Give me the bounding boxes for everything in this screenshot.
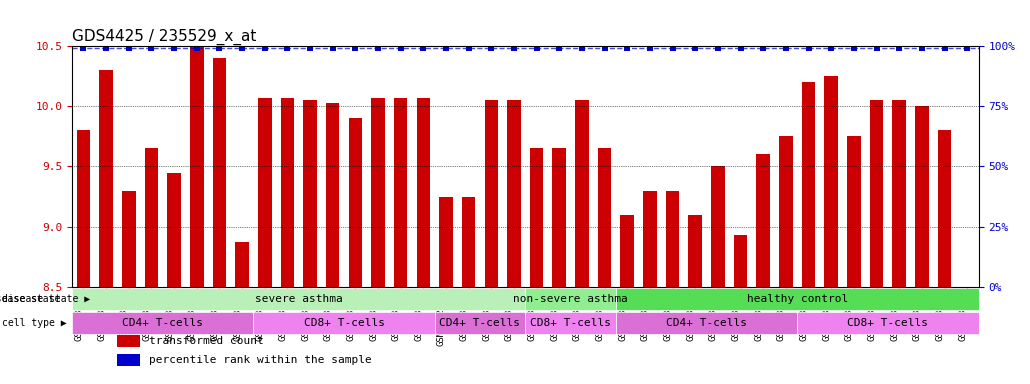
Bar (325, 103, 340, 287)
Bar (371, 98, 385, 287)
Bar (575, 100, 589, 287)
Bar (529, 149, 544, 287)
Text: CD8+ T-cells: CD8+ T-cells (304, 318, 384, 328)
Bar (711, 167, 725, 287)
Bar (117, 354, 140, 366)
Bar (484, 100, 499, 287)
Bar (435, 312, 525, 334)
Bar (525, 312, 616, 334)
Bar (779, 136, 793, 287)
Text: cell type ▶: cell type ▶ (2, 318, 67, 328)
Bar (303, 100, 317, 287)
Bar (801, 82, 816, 287)
Bar (525, 288, 616, 310)
Text: disease state: disease state (0, 294, 72, 304)
Bar (847, 136, 861, 287)
Bar (235, 242, 249, 287)
Text: healthy control: healthy control (747, 294, 848, 304)
Bar (869, 100, 884, 287)
Bar (643, 190, 657, 287)
Bar (99, 70, 113, 287)
Bar (393, 98, 408, 287)
Bar (616, 312, 797, 334)
Bar (212, 58, 227, 287)
Bar (507, 100, 521, 287)
Bar (72, 312, 253, 334)
Text: CD8+ T-cells: CD8+ T-cells (848, 318, 928, 328)
Bar (915, 106, 929, 287)
Bar (117, 335, 140, 348)
Text: transformed count: transformed count (149, 336, 264, 346)
Bar (620, 215, 634, 287)
Text: CD4+ T-cells: CD4+ T-cells (666, 318, 747, 328)
Text: CD8+ T-cells: CD8+ T-cells (530, 318, 611, 328)
Bar (616, 288, 978, 310)
Text: percentile rank within the sample: percentile rank within the sample (149, 355, 372, 365)
Bar (665, 190, 680, 287)
Text: CD4+ T-cells: CD4+ T-cells (440, 318, 520, 328)
Bar (824, 76, 838, 287)
Bar (348, 118, 363, 287)
Bar (416, 98, 431, 287)
Bar (190, 46, 204, 287)
Bar (461, 197, 476, 287)
Bar (439, 197, 453, 287)
Bar (258, 98, 272, 287)
Text: CD4+ T-cells: CD4+ T-cells (123, 318, 203, 328)
Bar (892, 100, 906, 287)
Bar (144, 149, 159, 287)
Bar (597, 149, 612, 287)
Bar (733, 235, 748, 287)
Text: severe asthma: severe asthma (254, 294, 343, 304)
Bar (688, 215, 702, 287)
Bar (937, 130, 952, 287)
Text: GDS4425 / 235529_x_at: GDS4425 / 235529_x_at (72, 28, 256, 45)
Bar (76, 130, 91, 287)
Text: non-severe asthma: non-severe asthma (513, 294, 628, 304)
Bar (72, 288, 525, 310)
Bar (167, 172, 181, 287)
Bar (253, 312, 435, 334)
Bar (797, 312, 978, 334)
Bar (122, 190, 136, 287)
Bar (552, 149, 566, 287)
Text: disease state ▶: disease state ▶ (2, 294, 91, 304)
Bar (756, 154, 770, 287)
Bar (280, 98, 295, 287)
